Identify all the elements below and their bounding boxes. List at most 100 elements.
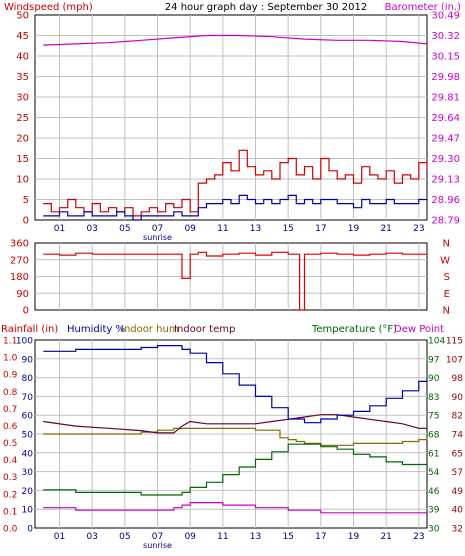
indoor-hum-line [43, 427, 428, 446]
humidity-line [43, 345, 428, 424]
x-tick-label: 01 [54, 224, 65, 234]
x-tick-label: 07 [152, 532, 163, 542]
temperature-tick-label: 75 [428, 412, 439, 422]
dew-point-axis-label: Dew Point [394, 324, 444, 335]
x-tick-label: 03 [86, 224, 97, 234]
direction-tick-label: 90 [16, 289, 29, 300]
humidity-axis-label: Humidity % [67, 324, 125, 335]
rainfall-axis-label: Rainfall (in) [1, 324, 58, 335]
temperature-tick-label: 54 [428, 468, 440, 478]
humidity-tick-label: 60 [22, 412, 34, 422]
humidity-tick-label: 30 [22, 468, 34, 478]
indoor-temp-tick-label: 65 [452, 449, 463, 459]
x-tick-label: 01 [54, 532, 65, 542]
wind-barometer-panel: Windspeed (mph) 24 hour graph day : Sept… [4, 2, 461, 242]
rain-tick-label: 0.5 [3, 439, 17, 449]
barometer-line [43, 34, 428, 46]
barometer-tick-label: 28.96 [431, 195, 460, 206]
rain-tick-label: 1.1 [3, 337, 17, 347]
wind-direction-line [43, 251, 428, 311]
chart-title: 24 hour graph day : September 30 2012 [165, 2, 367, 13]
compass-tick-label: W [440, 255, 450, 266]
x-tick-label: 05 [119, 224, 130, 234]
wind-tick-label: 0 [23, 216, 29, 227]
indoor-temp-tick-label: 57 [452, 468, 463, 478]
sunrise-label: sunrise [143, 233, 172, 242]
x-tick-label: 21 [380, 532, 391, 542]
humidity-tick-label: 80 [22, 374, 34, 384]
compass-tick-label: S [444, 272, 450, 283]
x-tick-label: 23 [413, 532, 424, 542]
wind-axis-label: Windspeed (mph) [4, 2, 93, 13]
x-tick-label: 13 [250, 224, 261, 234]
x-tick-label: 23 [413, 224, 424, 234]
x-tick-label: 17 [315, 532, 326, 542]
wind-tick-label: 15 [16, 154, 29, 165]
gust-line [43, 194, 427, 221]
barometer-tick-label: 29.30 [431, 154, 460, 165]
temperature-line [43, 443, 427, 496]
compass-tick-label: N [443, 239, 450, 250]
direction-tick-label: 180 [10, 272, 29, 283]
x-tick-label: 19 [348, 532, 360, 542]
barometer-tick-label: 29.81 [431, 93, 460, 104]
rain-tick-label: 0.1 [3, 507, 17, 517]
temperature-tick-label: 104 [428, 337, 445, 347]
humidity-tick-label: 90 [22, 355, 34, 365]
direction-tick-label: 360 [10, 239, 29, 250]
rain-tick-label: 0.2 [3, 490, 17, 500]
direction-tick-label: 0 [23, 306, 29, 317]
x-tick-label: 09 [184, 224, 196, 234]
humidity-tick-label: 20 [22, 487, 34, 497]
humidity-tick-label: 40 [22, 449, 34, 459]
indoor-temp-tick-label: 115 [446, 337, 463, 347]
temperature-tick-label: 97 [428, 355, 439, 365]
x-tick-label: 09 [184, 532, 196, 542]
indoor-temp-line [43, 414, 427, 434]
temperature-tick-label: 68 [428, 431, 440, 441]
temperature-tick-label: 83 [428, 393, 439, 403]
humidity-tick-label: 50 [22, 431, 34, 441]
indoor-hum-axis-label: Indoor hum [121, 324, 179, 335]
indoor-temp-tick-label: 49 [452, 487, 464, 497]
indoor-temp-tick-label: 90 [452, 393, 464, 403]
wind-tick-label: 20 [16, 134, 29, 145]
wind-tick-label: 40 [16, 52, 29, 63]
x-tick-label: 15 [282, 224, 293, 234]
barometer-axis-label: Barometer (in.) [385, 2, 461, 13]
compass-tick-label: E [444, 289, 450, 300]
x-tick-label: 11 [217, 532, 228, 542]
indoor-temp-tick-label: 98 [452, 374, 464, 384]
humidity-tick-label: 70 [22, 393, 34, 403]
rain-tick-label: 0.6 [3, 422, 18, 432]
indoor-temp-tick-label: 40 [452, 506, 464, 516]
wind-tick-label: 35 [16, 72, 29, 83]
wind-tick-label: 25 [16, 113, 29, 124]
direction-tick-label: 270 [10, 255, 29, 266]
rain-tick-label: 0.4 [3, 456, 18, 466]
compass-tick-label: N [443, 306, 450, 317]
rain-tick-label: 0.7 [3, 405, 17, 415]
indoor-temp-tick-label: 74 [452, 431, 464, 441]
x-tick-label: 13 [250, 532, 261, 542]
rain-tick-label: 0.9 [3, 371, 18, 381]
barometer-tick-label: 30.15 [431, 52, 460, 63]
x-tick-label: 11 [217, 224, 228, 234]
indoor-temp-tick-label: 107 [446, 355, 463, 365]
temperature-tick-label: 46 [428, 487, 440, 497]
x-tick-label: 03 [86, 532, 97, 542]
wind-tick-label: 50 [16, 11, 29, 22]
temperature-tick-label: 61 [428, 449, 439, 459]
humidity-tick-label: 0 [27, 525, 33, 535]
wind-tick-label: 45 [16, 31, 29, 42]
barometer-tick-label: 29.98 [431, 72, 460, 83]
windspeed-line [43, 149, 428, 217]
indoor-temp-axis-label: Indoor temp [174, 324, 235, 335]
barometer-tick-label: 30.32 [431, 31, 460, 42]
humidity-tick-label: 10 [22, 506, 34, 516]
wind-tick-label: 30 [16, 93, 29, 104]
x-tick-label: 05 [119, 532, 130, 542]
indoor-temp-tick-label: 32 [452, 525, 463, 535]
